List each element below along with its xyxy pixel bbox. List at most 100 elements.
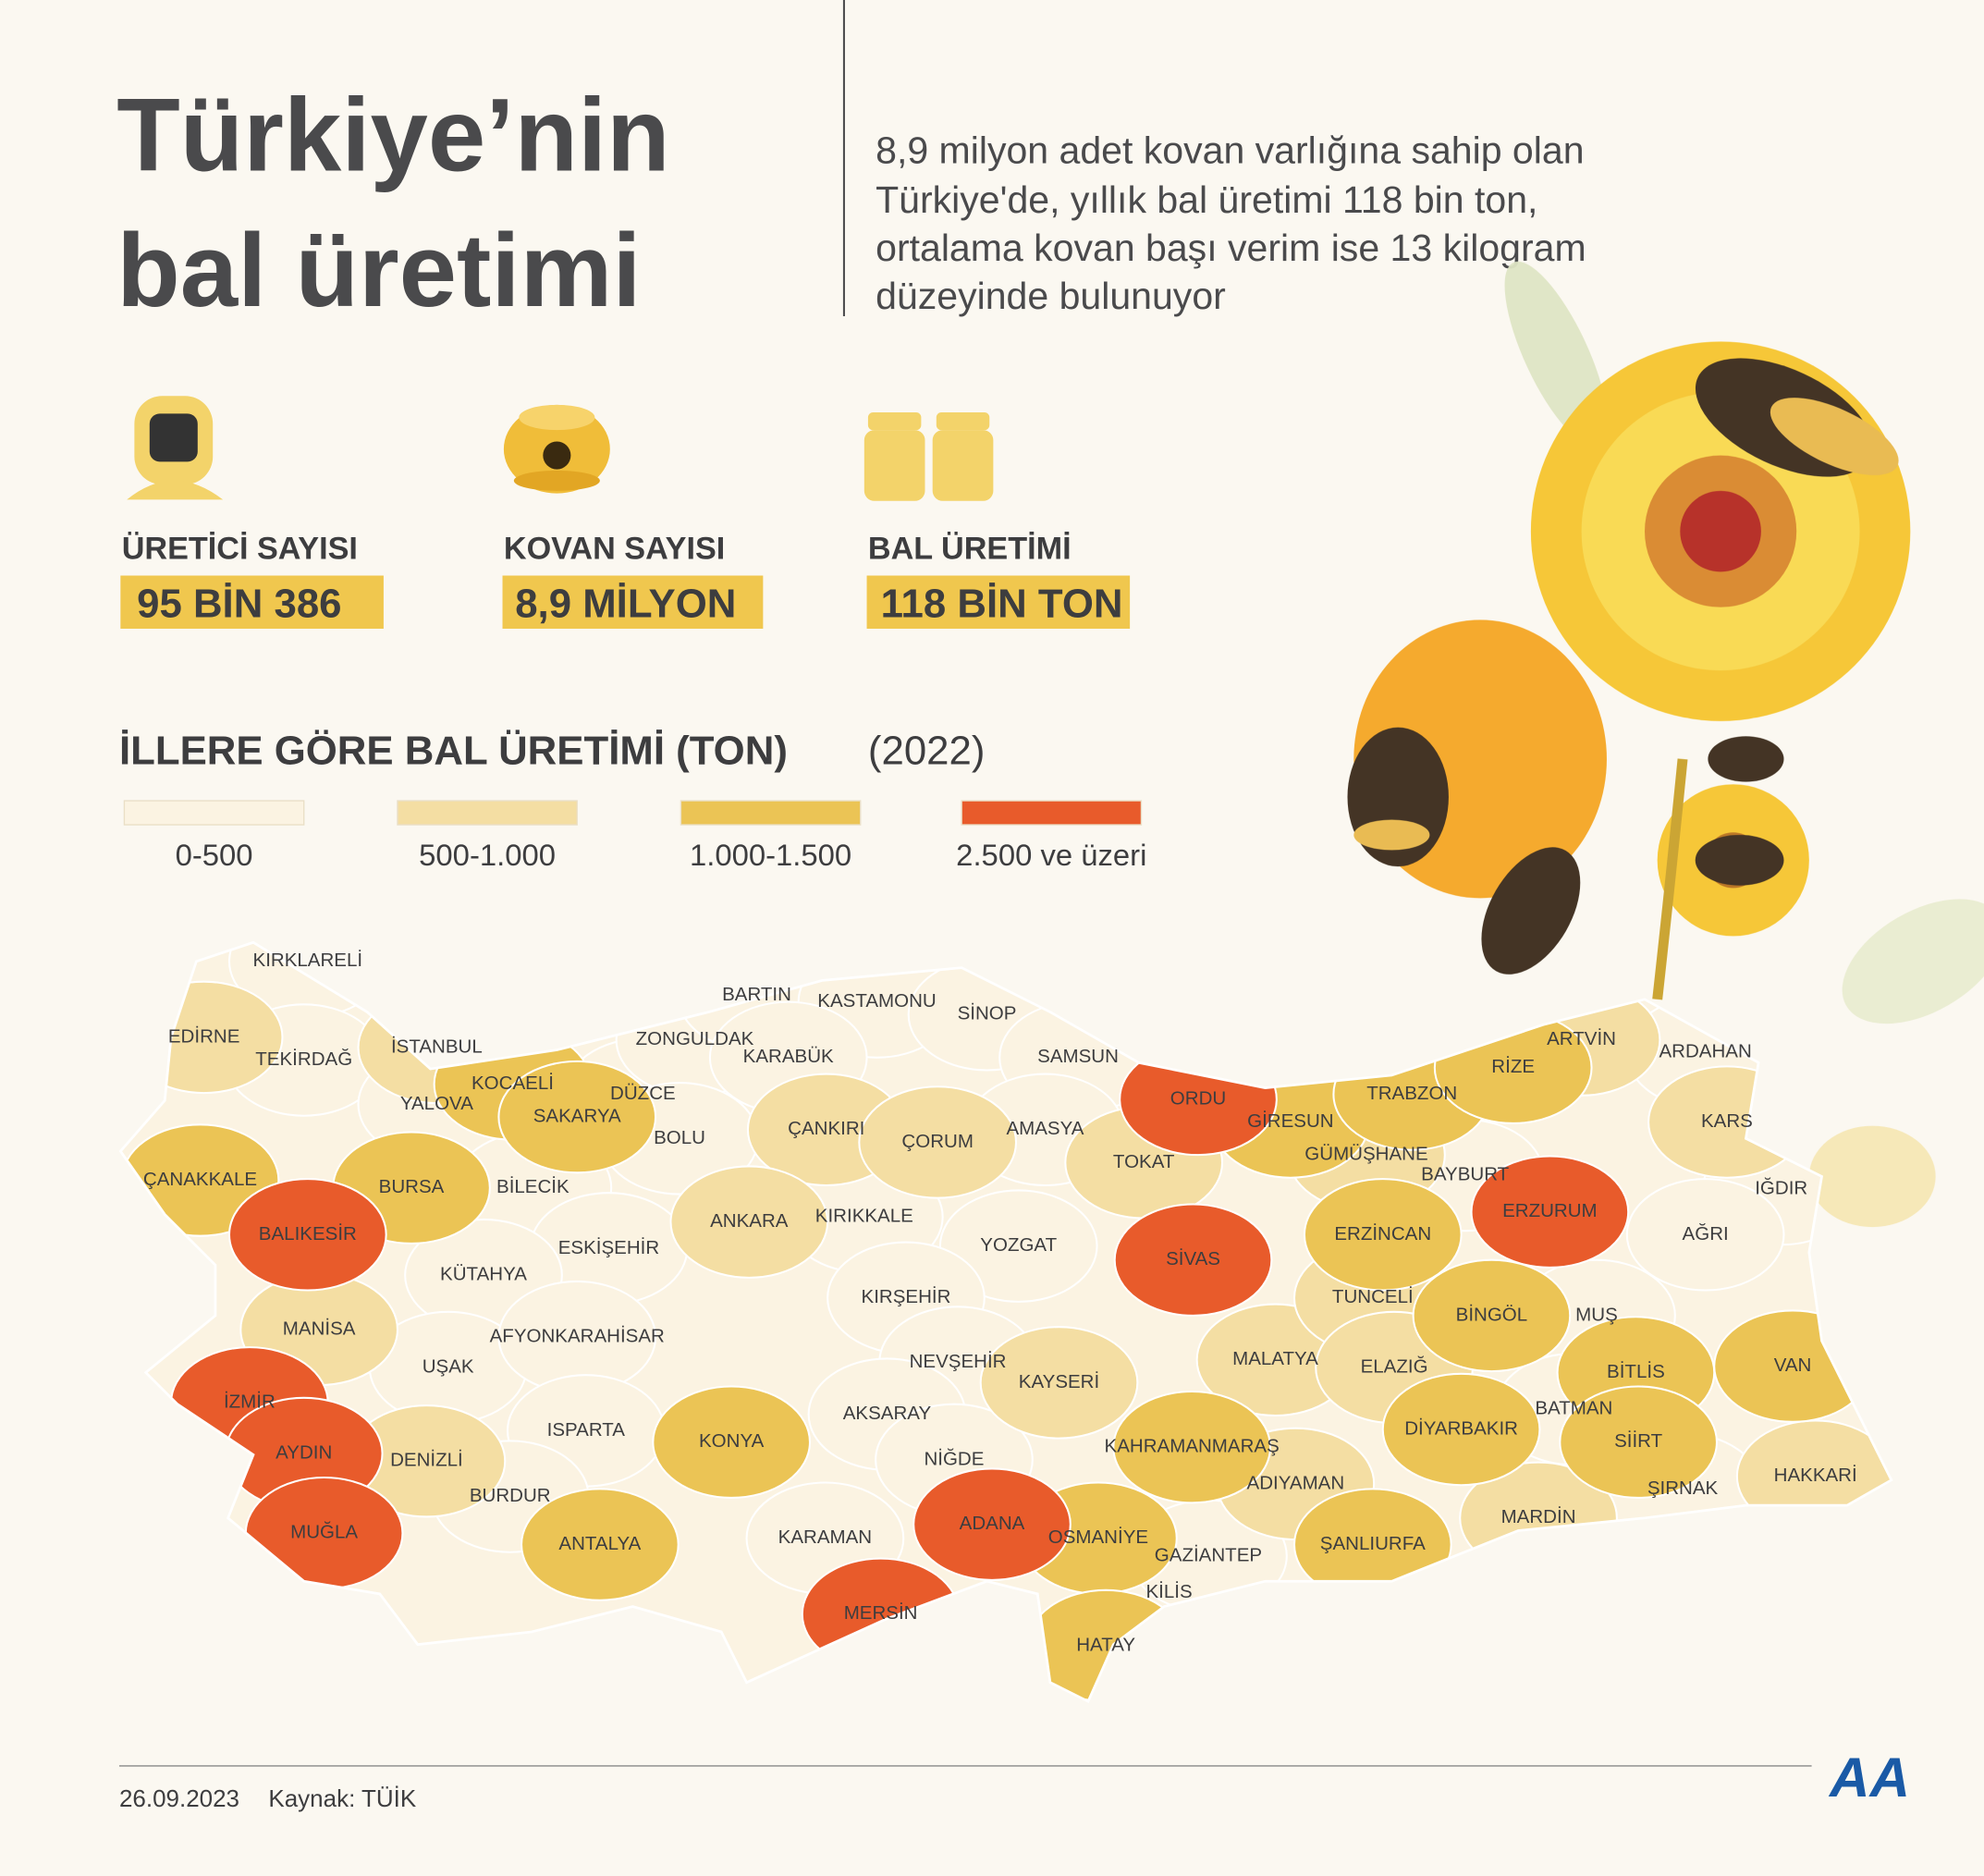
province-label: ŞANLIURFA	[1320, 1533, 1426, 1554]
legend-label: 1.000-1.500	[690, 838, 851, 872]
province-label: MANİSA	[283, 1318, 356, 1339]
province-label: DÜZCE	[610, 1083, 676, 1104]
province-region	[520, 1488, 680, 1601]
province-label: ELAZIĞ	[1361, 1355, 1428, 1377]
stat-label: ÜRETİCİ SAYISI	[122, 531, 358, 567]
jar-icon	[863, 412, 994, 501]
province-label: İSTANBUL	[391, 1036, 483, 1057]
province-region	[858, 1085, 1018, 1199]
province-label: BAYBURT	[1421, 1163, 1509, 1184]
province-label: HAKKARİ	[1774, 1465, 1857, 1486]
description-line: ortalama kovan başı verim ise 13 kilogra…	[876, 227, 1586, 269]
province-label: GÜMÜŞHANE	[1304, 1144, 1427, 1165]
province-region	[938, 1189, 1098, 1303]
province-label: KAHRAMANMARAŞ	[1105, 1436, 1280, 1457]
province-label: AĞRI	[1683, 1223, 1729, 1245]
province-label: TEKİRDAĞ	[255, 1048, 352, 1070]
province-label: İZMİR	[224, 1392, 276, 1413]
stat-label: KOVAN SAYISI	[504, 532, 725, 567]
description-line: Türkiye'de, yıllık bal üretimi 118 bin t…	[876, 178, 1537, 221]
province-region	[227, 1178, 387, 1292]
province-label: ANTALYA	[558, 1533, 641, 1554]
province-region	[1303, 1178, 1463, 1292]
province-label: ERZİNCAN	[1334, 1223, 1431, 1245]
province-label: KIRKLARELİ	[253, 950, 363, 971]
province-label: BURDUR	[470, 1485, 551, 1506]
legend-swatch	[123, 800, 305, 826]
stat-value: 8,9 MİLYON	[515, 582, 736, 627]
province-label: KAYSERİ	[1019, 1371, 1099, 1392]
province-labels: KIRKLARELİ EDİRNE TEKİRDAĞ İSTANBUL ÇANAKKAL…	[143, 950, 1857, 1655]
province-label: AMASYA	[1006, 1118, 1084, 1139]
province-label: TUNCELİ	[1332, 1286, 1414, 1307]
province-region	[1113, 1203, 1273, 1317]
province-label: ESKİŞEHİR	[558, 1237, 659, 1258]
province-label: ANKARA	[710, 1210, 789, 1232]
province-label: KARABÜK	[743, 1046, 834, 1067]
province-label: KASTAMONU	[817, 990, 936, 1012]
province-label: KOCAELİ	[472, 1073, 554, 1094]
description-line: düzeyinde bulunuyor	[876, 275, 1226, 317]
stat-label: BAL ÜRETİMİ	[868, 531, 1072, 567]
province-label: ERZURUM	[1502, 1200, 1598, 1221]
province-label: TRABZON	[1366, 1083, 1457, 1104]
province-label: MERSİN	[844, 1602, 918, 1624]
province-label: ADIYAMAN	[1247, 1472, 1345, 1493]
province-label: UŞAK	[423, 1355, 474, 1377]
province-label: ARDAHAN	[1659, 1041, 1751, 1062]
province-label: ÇORUM	[901, 1131, 974, 1152]
province-region	[912, 1467, 1072, 1581]
province-region	[1412, 1258, 1572, 1373]
province-label: MARDİN	[1501, 1506, 1576, 1527]
province-label: ORDU	[1170, 1087, 1226, 1109]
province-label: YOZGAT	[980, 1234, 1057, 1256]
province-label: ZONGULDAK	[636, 1028, 754, 1049]
legend-swatch	[680, 800, 862, 826]
province-region	[979, 1326, 1139, 1440]
province-region	[497, 1060, 657, 1174]
province-label: BALIKESİR	[259, 1223, 357, 1245]
province-region	[1625, 1178, 1785, 1292]
province-label: IĞDIR	[1755, 1178, 1807, 1199]
footer-source: Kaynak: TÜİK	[268, 1784, 416, 1812]
province-label: ADANA	[960, 1513, 1025, 1534]
province-label: BİTLİS	[1607, 1361, 1665, 1382]
province-label: KİLİS	[1145, 1581, 1192, 1602]
province-label: DİYARBAKIR	[1404, 1417, 1518, 1439]
province-label: MUŞ	[1575, 1304, 1618, 1325]
stat-badge	[120, 575, 384, 629]
province-label: EDİRNE	[168, 1025, 240, 1047]
province-label: DENİZLİ	[390, 1450, 463, 1471]
province-label: ŞIRNAK	[1647, 1478, 1719, 1499]
legend: 0-500 500-1.000 1.000-1.500 2.500 ve üzeri	[123, 800, 1146, 872]
legend-label: 2.500 ve üzeri	[956, 838, 1146, 872]
province-label: BATMAN	[1535, 1398, 1612, 1419]
description-line: 8,9 milyon adet kovan varlığına sahip ol…	[876, 129, 1584, 171]
province-label: KARS	[1701, 1110, 1753, 1132]
logo: AA	[1828, 1747, 1910, 1809]
province-region	[1559, 1385, 1718, 1499]
stat-value: 95 BİN 386	[137, 582, 341, 627]
province-label: SİNOP	[958, 1003, 1017, 1024]
province-label: BARTIN	[722, 984, 791, 1005]
province-region	[1112, 1390, 1272, 1504]
legend-label: 500-1.000	[419, 838, 556, 872]
title-line: bal üretimi	[116, 212, 641, 328]
footer-date: 26.09.2023	[119, 1784, 239, 1812]
province-label: KIRŞEHİR	[862, 1286, 951, 1307]
province-label: NEVŞEHİR	[910, 1351, 1007, 1372]
province-label: SİİRT	[1614, 1430, 1663, 1452]
stat-badge	[866, 575, 1131, 629]
province-label: KIRIKKALE	[815, 1206, 913, 1227]
province-label: OSMANİYE	[1048, 1527, 1148, 1548]
province-label: MALATYA	[1232, 1348, 1318, 1369]
province-label: KARAMAN	[778, 1527, 872, 1548]
province-label: ISPARTA	[547, 1419, 626, 1441]
title-line: Türkiye’nin	[116, 77, 669, 193]
province-label: GİRESUN	[1247, 1110, 1333, 1132]
province-region	[669, 1165, 829, 1279]
province-label: ÇANAKKALE	[143, 1169, 257, 1190]
stat-value: 118 BİN TON	[881, 582, 1123, 627]
province-label: TOKAT	[1113, 1151, 1175, 1172]
